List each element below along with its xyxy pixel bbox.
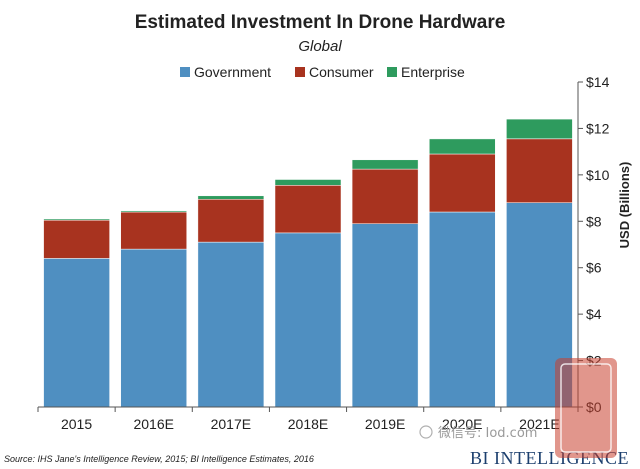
y-tick-label: $14 [586, 74, 610, 90]
legend-swatch-consumer [295, 67, 305, 77]
bar-enterprise-2020e [429, 138, 496, 155]
y-tick-label: $4 [586, 306, 602, 322]
wechat-watermark: 微信号: Iod.com [419, 425, 537, 441]
legend-swatch-enterprise [387, 67, 397, 77]
bar-consumer-2019e [351, 168, 419, 224]
bar-enterprise-2017e [197, 195, 265, 200]
y-tick-label: $6 [586, 260, 602, 276]
bar-enterprise-2019e [351, 159, 419, 170]
y-tick-label: $10 [586, 167, 610, 183]
bar-government-2016e [120, 248, 187, 408]
x-tick-label: 2019E [365, 416, 405, 432]
bar-consumer-2015 [43, 219, 110, 259]
x-tick-label: 2017E [211, 416, 251, 432]
x-tick-label: 2018E [288, 416, 328, 432]
bar-enterprise-2016e [120, 210, 187, 213]
x-tick-label: 2016E [133, 416, 173, 432]
bar-enterprise-2021e [506, 118, 573, 140]
y-tick-label: $8 [586, 213, 602, 229]
chart-subtitle: Global [298, 38, 342, 55]
red-seal-stamp [555, 358, 617, 458]
y-axis-label: USD (Billions) [617, 162, 632, 249]
source-note: Source: IHS Jane's Intelligence Review, … [4, 454, 314, 464]
bar-government-2020e [429, 211, 496, 408]
wechat-icon [419, 425, 433, 439]
x-tick-label: 2020E [442, 416, 482, 432]
bar-enterprise-2018e [274, 179, 342, 186]
legend-swatch-government [180, 67, 190, 77]
bar-government-2017e [197, 241, 265, 408]
bar-enterprise-2015 [43, 218, 110, 221]
bar-consumer-2020e [429, 153, 496, 213]
x-axis: 2015 2016E 2017E 2018E 2019E 2020E 2021E [37, 406, 579, 432]
legend-label-enterprise: Enterprise [401, 64, 465, 80]
bar-consumer-2017e [197, 198, 265, 243]
x-tick-label: 2021E [519, 416, 559, 432]
x-tick-label: 2015 [61, 416, 92, 432]
legend-label-consumer: Consumer [309, 64, 374, 80]
bar-government-2019e [351, 223, 419, 408]
watermark-text: 微信号: Iod.com [438, 426, 537, 441]
bar-government-2018e [274, 232, 342, 408]
chart-title: Estimated Investment In Drone Hardware [135, 12, 506, 33]
bar-consumer-2018e [274, 185, 342, 234]
bar-consumer-2016e [120, 211, 187, 250]
bar-government-2015 [43, 258, 110, 408]
legend-label-government: Government [194, 64, 271, 80]
y-tick-label: $12 [586, 120, 610, 136]
bar-consumer-2021e [506, 138, 573, 203]
legend: Government Consumer Enterprise [180, 64, 465, 80]
bars [43, 118, 573, 408]
